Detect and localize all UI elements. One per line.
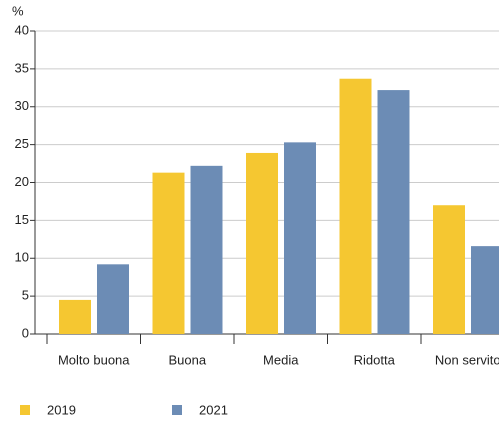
bar: [471, 246, 499, 334]
bar: [152, 172, 185, 334]
y-tick-label: 35: [15, 60, 29, 75]
y-tick-label: 10: [15, 250, 29, 265]
x-tick-label: Non servito: [435, 352, 499, 367]
y-tick-label: 30: [15, 98, 29, 113]
bar: [246, 152, 278, 334]
legend-swatch: [20, 405, 30, 415]
x-tick-label: Ridotta: [354, 352, 396, 367]
bar: [97, 264, 129, 334]
legend-label: 2019: [47, 402, 76, 417]
bar: [377, 90, 410, 335]
bar: [190, 165, 223, 334]
x-tick-label: Media: [263, 352, 299, 367]
bar: [59, 299, 91, 334]
x-tick-label: Buona: [168, 352, 206, 367]
legend-swatch: [172, 405, 182, 415]
bar: [284, 142, 316, 334]
x-tick-label: Molto buona: [58, 352, 130, 367]
bar: [433, 205, 465, 334]
y-axis-label: %: [12, 3, 24, 18]
legend-label: 2021: [199, 402, 228, 417]
y-tick-label: 15: [15, 212, 29, 227]
y-tick-label: 20: [15, 174, 29, 189]
bar: [339, 78, 372, 334]
y-tick-label: 5: [22, 288, 29, 303]
y-tick-label: 25: [15, 136, 29, 151]
y-tick-label: 40: [15, 22, 29, 37]
y-tick-label: 0: [22, 325, 29, 340]
